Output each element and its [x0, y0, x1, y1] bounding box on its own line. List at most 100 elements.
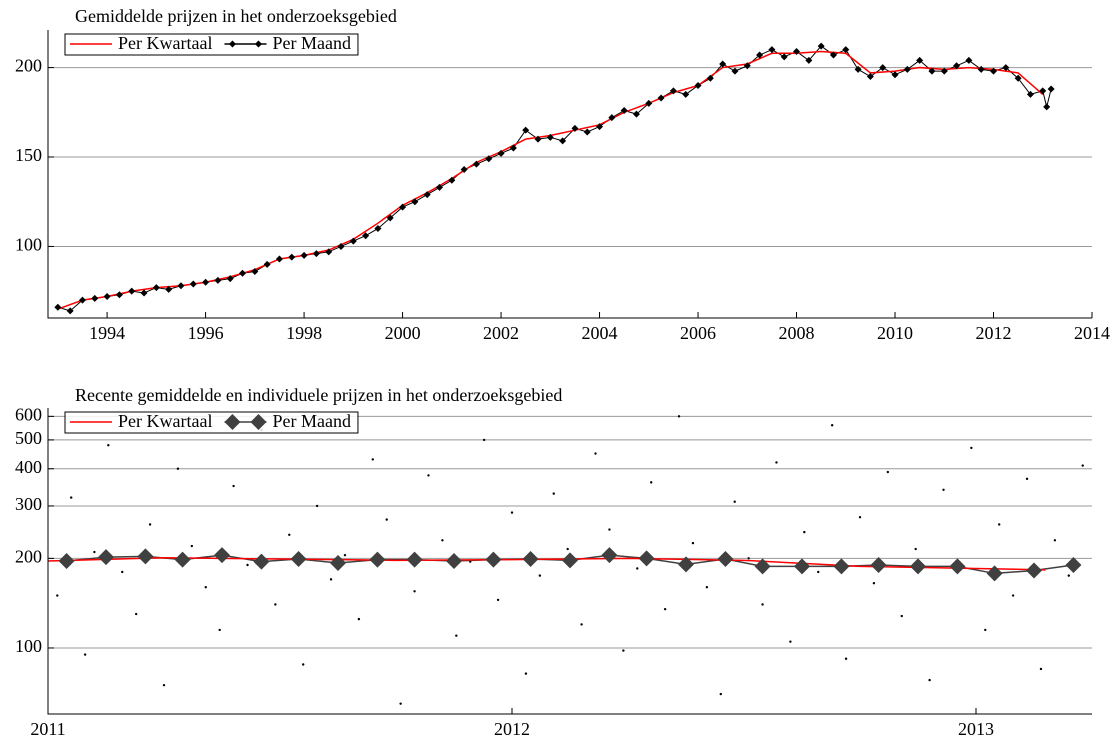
- individual-price: [162, 683, 166, 687]
- point-marker: [793, 47, 801, 55]
- point-marker: [103, 293, 111, 301]
- point-marker: [534, 135, 542, 143]
- x-tick-label: 2012: [494, 719, 530, 739]
- individual-price: [900, 614, 903, 618]
- individual-price: [914, 547, 917, 551]
- plot: [54, 42, 1055, 315]
- individual-price: [622, 649, 625, 652]
- point-marker: [1065, 556, 1082, 573]
- individual-price: [775, 461, 778, 464]
- point-marker: [1026, 90, 1034, 98]
- point-marker: [174, 551, 191, 568]
- x-tick-label: 2011: [30, 719, 65, 739]
- individual-price: [803, 530, 806, 534]
- individual-price: [232, 484, 235, 488]
- individual-price: [594, 452, 597, 455]
- point-marker: [446, 552, 462, 569]
- individual-price: [302, 663, 305, 666]
- chart-title: Recente gemiddelde en individuele prijze…: [75, 385, 562, 405]
- individual-price: [747, 557, 750, 560]
- point-marker: [678, 556, 694, 573]
- point-marker: [601, 547, 618, 564]
- y-tick-label: 500: [15, 428, 42, 448]
- individual-price: [970, 446, 973, 450]
- individual-price: [998, 523, 1001, 526]
- y-tick-label: 200: [15, 56, 42, 76]
- individual-price: [1011, 594, 1015, 597]
- legend-marker: [228, 40, 236, 48]
- point-marker: [559, 137, 567, 145]
- x-tick-label: 2008: [779, 323, 815, 343]
- individual-price: [691, 541, 695, 545]
- point-marker: [509, 144, 517, 152]
- individual-price: [580, 623, 583, 626]
- individual-price: [886, 470, 890, 474]
- individual-price: [942, 488, 945, 491]
- point-marker: [288, 253, 296, 261]
- point-marker: [189, 280, 197, 288]
- individual-price: [719, 692, 722, 696]
- point-marker: [202, 278, 210, 286]
- point-marker: [768, 46, 776, 54]
- individual-price: [218, 628, 221, 632]
- point-marker: [66, 307, 74, 315]
- point-marker: [854, 65, 862, 73]
- individual-price: [288, 533, 291, 536]
- point-marker: [717, 551, 734, 568]
- individual-price: [817, 570, 820, 574]
- y-tick-label: 300: [15, 494, 42, 514]
- point-marker: [719, 60, 727, 68]
- individual-price: [608, 528, 611, 531]
- individual-price: [984, 628, 987, 632]
- point-marker: [657, 94, 665, 102]
- legend-frame: [64, 411, 359, 434]
- individual-price: [148, 523, 152, 526]
- point-marker: [374, 225, 382, 233]
- individual-price: [761, 603, 764, 606]
- individual-price: [733, 500, 736, 503]
- point-marker: [990, 67, 998, 75]
- individual-price: [844, 657, 848, 660]
- y-tick-label: 400: [15, 457, 42, 477]
- point-marker: [817, 42, 825, 50]
- individual-price: [343, 553, 347, 557]
- individual-price: [329, 578, 333, 581]
- point-marker: [1026, 562, 1042, 579]
- individual-price: [246, 563, 249, 567]
- individual-price: [538, 574, 542, 577]
- individual-price: [705, 586, 709, 589]
- plot: [48, 415, 1084, 705]
- axes: [47, 30, 1092, 319]
- x-tick-label: 2006: [680, 323, 716, 343]
- individual-price: [1081, 464, 1084, 467]
- individual-price: [93, 550, 96, 554]
- y-tick-label: 600: [15, 404, 42, 424]
- individual-price: [385, 518, 388, 521]
- point-marker: [780, 53, 788, 61]
- point-marker: [756, 51, 764, 59]
- point-marker: [910, 558, 926, 575]
- point-marker: [546, 133, 554, 141]
- point-marker: [337, 242, 345, 250]
- point-marker: [497, 149, 505, 157]
- x-tick-label: 1994: [89, 323, 125, 343]
- individual-price: [107, 443, 110, 447]
- individual-price: [928, 678, 931, 682]
- individual-price: [663, 607, 667, 611]
- point-marker: [794, 558, 810, 575]
- y-tick-label: 100: [15, 636, 42, 656]
- individual-price: [315, 504, 319, 508]
- point-marker: [669, 87, 677, 95]
- individual-price: [636, 567, 639, 570]
- point-marker: [226, 275, 234, 283]
- point-marker: [214, 547, 230, 564]
- legend-frame: [64, 33, 359, 56]
- point-marker: [1047, 85, 1055, 93]
- point-marker: [448, 176, 456, 184]
- point-marker: [754, 558, 771, 575]
- legend-marker: [224, 414, 241, 430]
- x-tick-label: 2002: [483, 323, 519, 343]
- point-marker: [949, 558, 966, 575]
- individual-price: [872, 582, 876, 585]
